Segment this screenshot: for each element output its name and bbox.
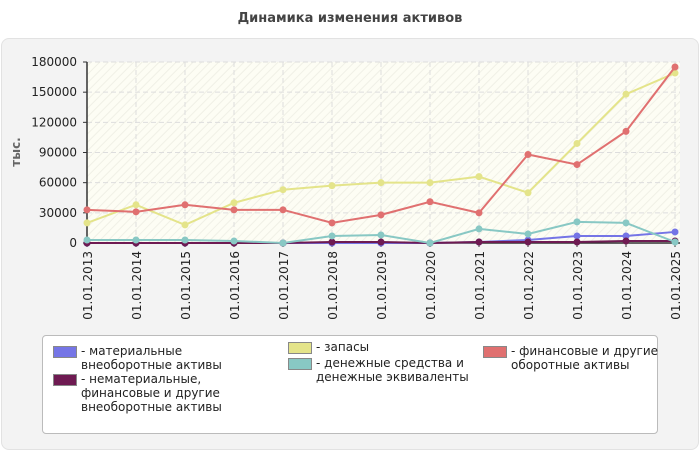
- data-point: [377, 179, 385, 187]
- data-point: [181, 201, 189, 209]
- data-point: [279, 239, 287, 247]
- legend-item[interactable]: - финансовые и другие оборотные активы: [483, 344, 680, 372]
- data-point: [622, 232, 630, 240]
- x-tick-label: 01.01.2013: [81, 251, 95, 320]
- legend-label: - материальные внеоборотные активы: [81, 344, 222, 372]
- data-point: [230, 206, 238, 214]
- x-tick-label: 01.01.2025: [669, 251, 683, 320]
- legend: - материальные внеоборотные активы - нема…: [42, 335, 658, 434]
- legend-swatch: [288, 358, 312, 370]
- data-point: [328, 238, 336, 246]
- data-point: [524, 189, 532, 197]
- data-point: [622, 237, 630, 245]
- data-point: [622, 127, 630, 135]
- data-point: [671, 69, 679, 77]
- data-point: [671, 228, 679, 236]
- data-point: [230, 199, 238, 207]
- legend-item[interactable]: - нематериальные, финансовые и другие вн…: [53, 372, 230, 414]
- data-point: [328, 219, 336, 227]
- data-point: [524, 238, 532, 246]
- legend-swatch: [483, 346, 507, 358]
- legend-swatch: [288, 342, 312, 354]
- legend-label: - нематериальные, финансовые и другие вн…: [81, 372, 222, 414]
- data-point: [230, 237, 238, 245]
- data-point: [475, 225, 483, 233]
- y-tick-label: 180000: [31, 55, 77, 69]
- data-point: [475, 173, 483, 181]
- legend-swatch: [53, 374, 77, 386]
- data-point: [377, 211, 385, 219]
- x-tick-label: 01.01.2015: [179, 251, 193, 320]
- y-tick-label: 0: [69, 236, 77, 250]
- x-tick-label: 01.01.2017: [277, 251, 291, 320]
- data-point: [279, 186, 287, 194]
- data-point: [328, 232, 336, 240]
- chart-title: Динамика изменения активов: [237, 11, 463, 26]
- data-point: [671, 63, 679, 71]
- data-point: [573, 161, 581, 169]
- y-axis-label: тыс.: [9, 137, 23, 166]
- x-tick-label: 01.01.2019: [375, 251, 389, 320]
- legend-label: - финансовые и другие оборотные активы: [511, 344, 659, 372]
- data-point: [279, 206, 287, 214]
- legend-item[interactable]: - запасы: [288, 340, 475, 354]
- y-tick-label: 150000: [31, 85, 77, 99]
- data-point: [671, 238, 679, 246]
- data-point: [132, 201, 140, 209]
- data-point: [132, 236, 140, 244]
- data-point: [181, 236, 189, 244]
- data-point: [524, 151, 532, 159]
- x-tick-label: 01.01.2020: [424, 251, 438, 320]
- data-point: [328, 182, 336, 190]
- data-point: [426, 198, 434, 206]
- data-point: [475, 209, 483, 217]
- data-point: [573, 238, 581, 246]
- y-tick-label: 60000: [39, 176, 77, 190]
- data-point: [83, 236, 91, 244]
- data-point: [426, 179, 434, 187]
- legend-item[interactable]: - денежные средства и денежные эквивален…: [288, 356, 475, 384]
- x-tick-label: 01.01.2022: [522, 251, 536, 320]
- x-tick-label: 01.01.2016: [228, 251, 242, 320]
- data-point: [181, 221, 189, 229]
- data-point: [132, 208, 140, 216]
- data-point: [573, 232, 581, 240]
- y-tick-label: 90000: [39, 146, 77, 160]
- x-tick-label: 01.01.2014: [130, 251, 144, 320]
- x-tick-label: 01.01.2023: [571, 251, 585, 320]
- data-point: [524, 230, 532, 238]
- data-point: [475, 238, 483, 246]
- data-point: [377, 231, 385, 239]
- data-point: [377, 238, 385, 246]
- data-point: [622, 219, 630, 227]
- legend-label: - запасы: [316, 340, 370, 354]
- line-chart: 0 30000 60000 90000 120000 150000 180000 01.01.…: [9, 55, 683, 320]
- legend-item[interactable]: - материальные внеоборотные активы: [53, 344, 230, 372]
- x-tick-label: 01.01.2018: [326, 251, 340, 320]
- data-point: [83, 219, 91, 227]
- y-tick-label: 120000: [31, 115, 77, 129]
- data-point: [573, 218, 581, 226]
- y-tick-label: 30000: [39, 206, 77, 220]
- data-point: [573, 139, 581, 147]
- legend-label: - денежные средства и денежные эквивален…: [316, 356, 469, 384]
- data-point: [622, 90, 630, 98]
- x-tick-label: 01.01.2024: [620, 251, 634, 320]
- data-point: [83, 206, 91, 214]
- legend-swatch: [53, 346, 77, 358]
- data-point: [426, 239, 434, 247]
- x-tick-label: 01.01.2021: [473, 251, 487, 320]
